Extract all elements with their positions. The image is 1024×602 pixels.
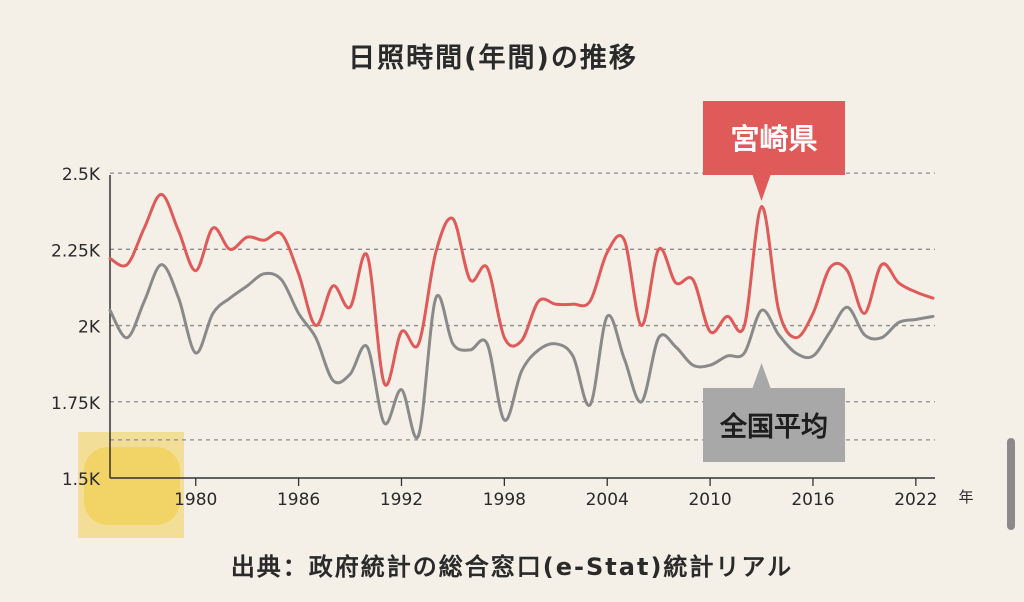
legend-label-miyazaki: 宮崎県 <box>730 122 817 156</box>
chart-title: 日照時間(年間)の推移 <box>348 43 638 74</box>
source-caption: 出典：政府統計の総合窓口(e-Stat)統計リアル <box>230 553 794 581</box>
vertical-scrollbar[interactable] <box>1007 438 1015 530</box>
x-tick-label: 1998 <box>483 490 526 510</box>
x-tick-label: 2010 <box>688 490 731 510</box>
series-line-miyazaki <box>108 192 935 387</box>
callout-pointer-miyazaki <box>752 175 771 201</box>
y-tick-label: 1.5K <box>62 470 101 490</box>
callout-box-national <box>703 388 845 462</box>
x-tick-label: 2022 <box>894 490 937 510</box>
legend-label-national: 全国平均 <box>719 411 828 443</box>
highlight-blob <box>84 447 180 525</box>
x-tick-label: 1992 <box>380 490 423 510</box>
series-line-national <box>108 263 935 440</box>
x-tick-label: 1980 <box>174 490 217 510</box>
x-tick-label: 2004 <box>586 490 629 510</box>
callout-box-miyazaki <box>703 101 845 175</box>
y-tick-label: 2.25K <box>51 241 101 261</box>
y-tick-label: 2.5K <box>62 165 101 185</box>
x-unit-label: 年 <box>958 488 973 506</box>
callout-pointer-national <box>752 363 771 388</box>
y-tick-label: 2K <box>78 318 101 338</box>
x-tick-label: 2016 <box>791 490 834 510</box>
y-tick-label: 1.75K <box>51 394 101 414</box>
x-tick-label: 1986 <box>277 490 320 510</box>
